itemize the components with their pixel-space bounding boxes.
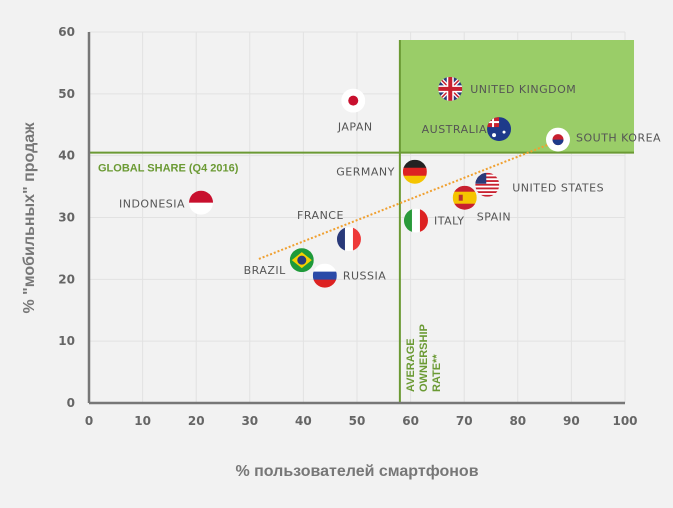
flag-it-icon	[403, 208, 428, 233]
country-label: BRAZIL	[244, 264, 287, 277]
country-label: FRANCE	[297, 209, 344, 222]
country-label: UNITED KINGDOM	[470, 83, 576, 96]
x-tick-label: 30	[241, 414, 258, 428]
y-tick-label: 0	[67, 396, 75, 410]
y-tick-label: 40	[58, 149, 75, 163]
flag-de-icon	[402, 159, 427, 184]
data-point: INDONESIA	[119, 190, 214, 215]
y-tick-label: 30	[58, 211, 75, 225]
average-ownership-label-line: AVERAGE	[405, 338, 417, 392]
flag-id-icon	[189, 190, 214, 215]
y-axis-label: % "мобильных" продаж	[21, 122, 38, 314]
data-point: ITALY	[403, 208, 465, 233]
y-tick-label: 60	[58, 25, 75, 39]
highlight-region	[399, 40, 634, 153]
average-ownership-label: AVERAGE OWNERSHIP RATE**	[405, 324, 443, 392]
data-point: GERMANY	[336, 159, 427, 184]
y-tick-label: 50	[58, 87, 75, 101]
trendline	[258, 141, 554, 260]
country-label: GERMANY	[336, 166, 395, 179]
data-point: RUSSIA	[312, 263, 386, 288]
axes	[87, 32, 625, 405]
x-tick-label: 60	[402, 414, 419, 428]
country-label: ITALY	[434, 215, 465, 228]
x-axis-label: % пользователей смартфонов	[235, 463, 478, 480]
data-point: SOUTH KOREA	[546, 127, 661, 152]
x-tick-label: 40	[295, 414, 312, 428]
country-label: UNITED STATES	[512, 182, 604, 195]
flag-es-icon	[452, 185, 477, 210]
flag-ru-icon	[312, 263, 337, 288]
country-label: INDONESIA	[119, 198, 185, 211]
average-ownership-label-line: OWNERSHIP	[418, 324, 430, 392]
data-point: SPAIN	[452, 185, 511, 224]
ticks: 0 10 20 30 40 50 60 70 80 90 100 0 10 20 30 40 50 60	[58, 25, 637, 428]
data-point: UNITED KINGDOM	[438, 76, 576, 101]
y-tick-label: 10	[58, 334, 75, 348]
flag-fr-icon	[336, 227, 361, 252]
data-point: UNITED STATES	[475, 172, 604, 197]
points: UNITED KINGDOM JAPAN AUSTRALIA SOUTH KOREA G…	[119, 76, 661, 288]
flag-au-icon	[487, 117, 512, 142]
x-tick-label: 70	[456, 414, 473, 428]
country-label: JAPAN	[337, 121, 373, 134]
x-tick-label: 80	[509, 414, 526, 428]
country-label: AUSTRALIA	[422, 123, 487, 136]
x-tick-label: 90	[563, 414, 580, 428]
data-point: AUSTRALIA	[422, 117, 512, 142]
x-tick-label: 0	[85, 414, 93, 428]
data-point: BRAZIL	[244, 248, 314, 277]
flag-kr-icon	[546, 127, 570, 152]
flag-us-icon	[475, 172, 500, 197]
x-tick-label: 10	[134, 414, 151, 428]
x-tick-label: 20	[188, 414, 205, 428]
country-label: RUSSIA	[343, 270, 386, 283]
average-ownership-label-line: RATE**	[431, 354, 443, 392]
y-tick-label: 20	[58, 272, 75, 286]
x-tick-label: 100	[612, 414, 637, 428]
data-point: JAPAN	[337, 88, 373, 134]
country-label: SOUTH KOREA	[576, 132, 661, 145]
flag-uk-icon	[438, 76, 463, 101]
flag-br-icon	[289, 248, 314, 273]
global-share-label: GLOBAL SHARE (Q4 2016)	[98, 163, 239, 175]
country-label: SPAIN	[477, 211, 511, 224]
x-tick-label: 50	[349, 414, 366, 428]
flag-jp-icon	[341, 88, 366, 113]
data-point: FRANCE	[297, 209, 361, 252]
